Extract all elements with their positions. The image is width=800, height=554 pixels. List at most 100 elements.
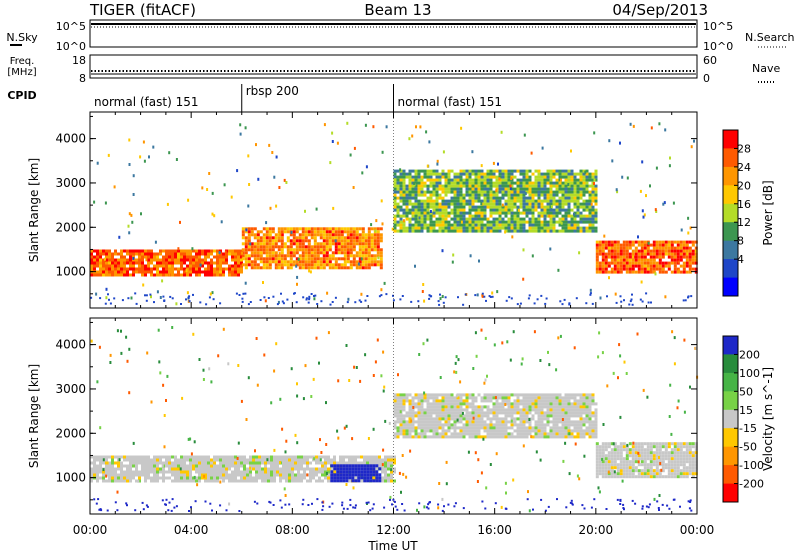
data-cell <box>435 432 439 436</box>
data-cell <box>664 264 668 268</box>
data-cell <box>585 426 589 430</box>
noise-panel: 10^5 10^0 10^5 10^0 N.Sky N.Search <box>6 19 795 53</box>
data-cell <box>579 181 583 185</box>
data-cell <box>519 205 523 209</box>
data-cell <box>483 178 487 182</box>
data-cell <box>241 254 245 258</box>
data-cell <box>625 249 629 253</box>
data-cell <box>552 175 556 179</box>
data-cell <box>588 435 592 439</box>
data-cell <box>540 417 544 421</box>
data-cell <box>616 240 620 244</box>
data-cell <box>414 202 418 206</box>
data-cell <box>417 423 421 427</box>
data-cell <box>387 461 390 465</box>
data-cell <box>552 429 556 433</box>
data-cell <box>429 196 433 200</box>
data-cell <box>522 423 526 427</box>
data-cell <box>340 248 344 252</box>
data-cell <box>250 230 254 234</box>
data-cell <box>423 429 427 433</box>
data-cell <box>414 435 418 439</box>
data-cell <box>495 178 499 182</box>
data-cell <box>579 405 583 409</box>
data-cell <box>274 245 278 249</box>
data-cell <box>453 408 457 412</box>
data-cell <box>673 267 677 271</box>
data-cell <box>552 402 556 406</box>
data-cell <box>453 196 457 200</box>
data-cell <box>273 467 276 471</box>
data-cell <box>495 423 499 427</box>
data-cell <box>616 255 620 259</box>
data-cell <box>510 208 514 212</box>
data-cell <box>640 252 644 256</box>
data-cell <box>567 202 571 206</box>
data-cell <box>501 435 505 439</box>
data-cell <box>189 264 192 268</box>
data-cell <box>366 458 369 462</box>
data-cell <box>552 208 556 212</box>
data-cell <box>567 172 571 176</box>
data-cell <box>528 226 532 230</box>
data-cell <box>468 432 472 436</box>
data-cell <box>183 467 186 471</box>
data-cell <box>162 261 165 265</box>
data-cell <box>450 202 454 206</box>
data-cell <box>102 473 105 477</box>
data-cell <box>399 432 403 436</box>
data-cell <box>426 223 430 227</box>
data-cell <box>483 414 487 418</box>
data-cell <box>210 267 213 271</box>
data-cell <box>507 181 511 185</box>
data-cell <box>210 252 213 256</box>
data-cell <box>231 255 234 259</box>
colorbar-tick-label: 4 <box>737 253 744 266</box>
data-cell <box>129 261 132 265</box>
data-cell <box>288 473 291 477</box>
data-cell <box>349 248 353 252</box>
data-cell <box>289 254 293 258</box>
data-cell <box>456 220 460 224</box>
data-cell <box>396 396 400 400</box>
data-cell <box>183 455 186 459</box>
data-cell <box>393 393 397 397</box>
data-cell <box>522 220 526 224</box>
data-cell <box>379 248 383 252</box>
data-cell <box>243 476 246 480</box>
data-cell <box>399 402 403 406</box>
data-cell <box>573 214 577 218</box>
data-cell <box>346 227 350 231</box>
data-cell <box>631 240 635 244</box>
data-cell <box>498 223 502 227</box>
data-cell <box>349 233 353 237</box>
data-cell <box>543 175 547 179</box>
data-cell <box>309 479 312 483</box>
data-cell <box>405 193 409 197</box>
data-cell <box>453 226 457 230</box>
data-cell <box>564 172 568 176</box>
data-cell <box>222 473 225 477</box>
data-cell <box>420 169 424 173</box>
data-cell <box>198 252 201 256</box>
scatter-point <box>264 299 267 303</box>
data-cell <box>252 464 255 468</box>
scatter-point <box>323 123 326 127</box>
data-cell <box>528 184 532 188</box>
data-cell <box>495 199 499 203</box>
data-cell <box>99 467 102 471</box>
scatter-point <box>105 296 108 300</box>
data-cell <box>537 187 541 191</box>
data-cell <box>438 408 442 412</box>
data-cell <box>465 229 469 233</box>
data-cell <box>558 411 562 415</box>
data-cell <box>634 270 638 274</box>
data-cell <box>171 258 174 262</box>
data-cell <box>450 229 454 233</box>
data-cell <box>558 190 562 194</box>
data-cell <box>570 405 574 409</box>
scatter-point <box>642 215 645 219</box>
data-cell <box>244 251 248 255</box>
station-title: TIGER (fitACF) <box>89 1 196 19</box>
data-cell <box>96 467 99 471</box>
